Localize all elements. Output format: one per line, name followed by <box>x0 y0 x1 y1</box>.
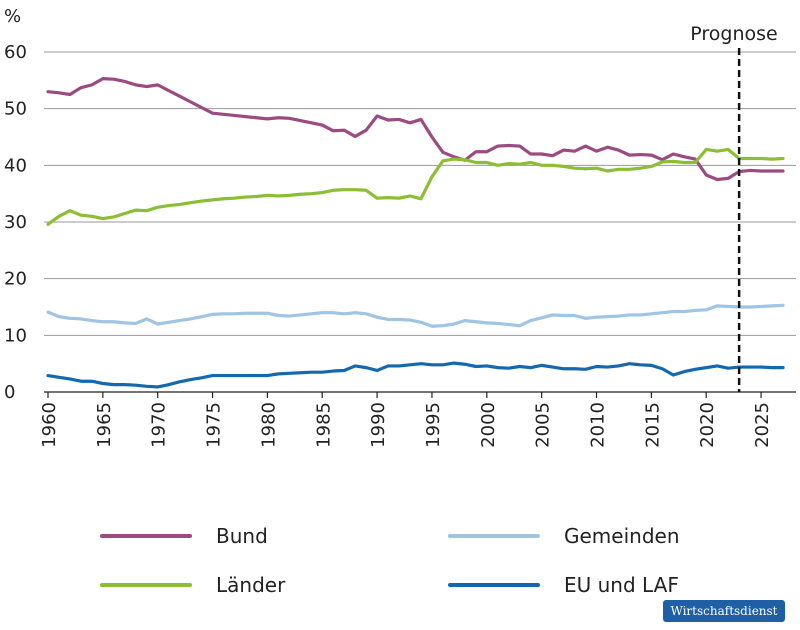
y-tick-label-20: 20 <box>4 269 27 290</box>
legend-swatch-eu-laf <box>448 583 540 587</box>
legend-label-gemeinden: Gemeinden <box>564 524 680 548</box>
series-line-gemeinden <box>46 303 785 328</box>
legend-label-laender: Länder <box>216 573 286 597</box>
y-unit-label: % <box>4 6 21 27</box>
x-tick-label-2005: 2005 <box>533 402 554 448</box>
gridlines <box>44 51 796 393</box>
x-tick-label-1985: 1985 <box>313 402 334 448</box>
publisher-badge: Wirtschaftsdienst <box>663 600 785 622</box>
legend-item-gemeinden: Gemeinden <box>448 524 680 548</box>
legend-swatch-laender <box>100 583 192 587</box>
legend-swatch-gemeinden <box>448 534 540 538</box>
series-line-l-nder <box>46 147 785 226</box>
line-chart: 1960 1965 1970 1975 1980 1985 1990 1995 2000 2005… <box>4 6 796 448</box>
legend-item-laender: Länder <box>100 573 285 597</box>
series-line-bund <box>46 77 785 182</box>
x-axis: 1960 1965 1970 1975 1980 1985 1990 1995 2000 2005… <box>39 392 773 448</box>
y-tick-label-50: 50 <box>4 99 27 120</box>
y-tick-label-30: 30 <box>4 212 27 233</box>
x-tick-label-2000: 2000 <box>478 402 499 448</box>
x-tick-label-2010: 2010 <box>588 402 609 448</box>
legend-item-bund: Bund <box>100 524 268 548</box>
x-tick-label-2020: 2020 <box>697 402 718 448</box>
y-tick-label-60: 60 <box>4 42 27 63</box>
legend-item-eu-laf: EU und LAF <box>448 573 679 597</box>
y-axis: 0 10 20 30 40 50 60 <box>4 42 27 403</box>
legend-label-eu-laf: EU und LAF <box>564 573 679 597</box>
x-tick-label-1960: 1960 <box>39 402 60 448</box>
y-tick-label-40: 40 <box>4 155 27 176</box>
x-tick-label-1970: 1970 <box>149 402 170 448</box>
x-tick-label-2025: 2025 <box>752 402 773 448</box>
series-lines <box>46 77 785 389</box>
legend-label-bund: Bund <box>216 524 268 548</box>
x-tick-label-1980: 1980 <box>258 402 279 448</box>
x-tick-label-1965: 1965 <box>94 402 115 448</box>
legend-swatch-bund <box>100 534 192 538</box>
legend: Bund Gemeinden Länder EU und LAF <box>0 500 800 600</box>
x-tick-label-2015: 2015 <box>642 402 663 448</box>
series-line-eu-und-laf <box>46 361 785 389</box>
x-tick-label-1990: 1990 <box>368 402 389 448</box>
y-tick-label-10: 10 <box>4 325 27 346</box>
forecast-label: Prognose <box>690 23 777 45</box>
x-tick-label-1975: 1975 <box>204 402 225 448</box>
y-tick-label-0: 0 <box>4 382 15 403</box>
x-tick-label-1995: 1995 <box>423 402 444 448</box>
